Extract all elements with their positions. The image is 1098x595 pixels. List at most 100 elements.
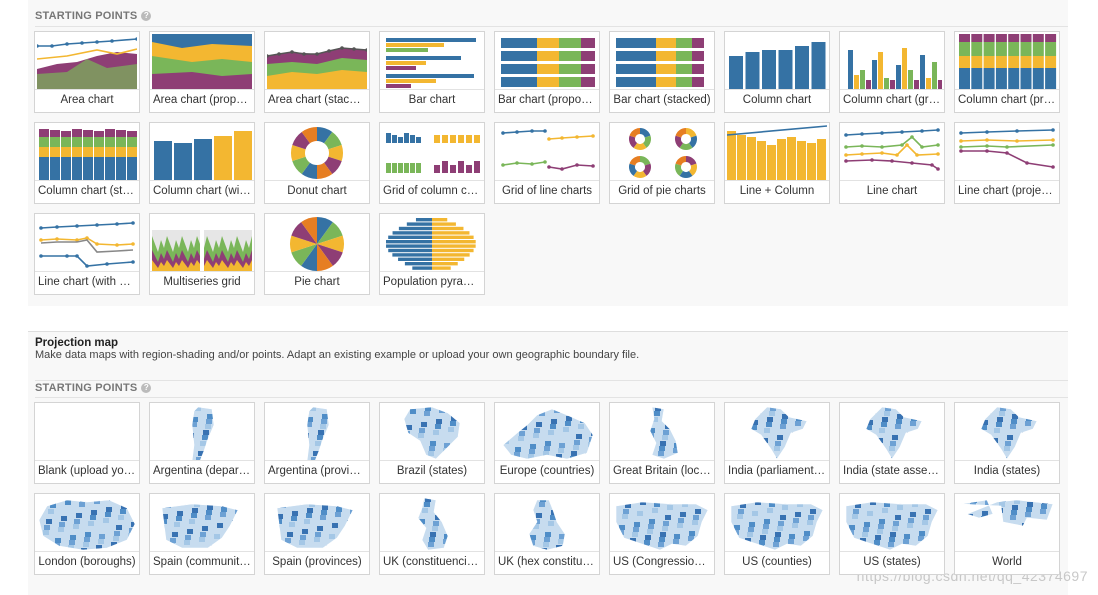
line-column-icon (727, 125, 827, 181)
grid-lines-icon (501, 129, 595, 171)
template-tile-grid-columns[interactable]: Grid of column charts (379, 122, 485, 204)
bar-stacked-icon (616, 38, 704, 87)
template-tile-label: Bar chart (stacked) (610, 89, 714, 112)
map-world-icon (960, 499, 1054, 527)
template-tile-label: Brazil (states) (380, 460, 484, 483)
template-tile-area-proportional[interactable]: Area chart (proportional) (149, 31, 255, 113)
template-tile-map-india[interactable]: India (state assembly constituencies) (839, 402, 945, 484)
area-stacked-icon (267, 46, 367, 90)
area-proportional-icon (152, 34, 252, 90)
template-tile-label: Multiseries grid (150, 271, 254, 294)
template-tile-map-us[interactable]: US (states) (839, 493, 945, 575)
column-chart-icon (729, 42, 826, 90)
template-tile-label: Spain (communities) (150, 551, 254, 574)
template-tile-line-chart[interactable]: Line chart (839, 122, 945, 204)
template-tile-grid-pies[interactable]: Grid of pie charts (609, 122, 715, 204)
template-tile-label: Line chart (with highlighting) (35, 271, 139, 294)
help-icon[interactable]: ? (141, 11, 152, 21)
divider (35, 397, 1068, 398)
map-uk-icon (417, 497, 449, 551)
template-tile-label: Line chart (projected) (955, 180, 1059, 203)
column-highlight-icon (154, 131, 252, 181)
template-tile-bar-chart[interactable]: Bar chart (379, 31, 485, 113)
template-tile-map-india[interactable]: India (parliamentary constituencies) (724, 402, 830, 484)
template-tile-blank-map[interactable]: Blank (upload your own) (34, 402, 140, 484)
template-tile-map-uk-hex[interactable]: UK (hex constituencies) (494, 493, 600, 575)
map-argentina-icon (306, 406, 330, 461)
column-stacked-icon (39, 129, 137, 181)
pie-chart-icon (290, 217, 344, 271)
line-highlight-icon (39, 221, 135, 268)
template-tile-area-stacked[interactable]: Area chart (stacked) (264, 31, 370, 113)
template-tile-pie-chart[interactable]: Pie chart (264, 213, 370, 295)
template-tile-line-projected[interactable]: Line chart (projected) (954, 122, 1060, 204)
template-tile-label: Grid of pie charts (610, 180, 714, 203)
map-argentina-icon (191, 406, 215, 461)
template-tile-label: Line + Column (725, 180, 829, 203)
template-tile-map-argentina[interactable]: Argentina (provinces) (264, 402, 370, 484)
template-tile-label: Grid of line charts (495, 180, 599, 203)
divider (35, 26, 1068, 27)
template-tile-label: UK (hex constituencies) (495, 551, 599, 574)
section-title: Projection map (35, 337, 119, 349)
area-chart-icon (37, 37, 137, 90)
template-tile-label: Great Britain (local authorities) (610, 460, 714, 483)
template-tile-column-stacked[interactable]: Column chart (stacked) (34, 122, 140, 204)
template-tile-map-us[interactable]: US (Congressional districts) (609, 493, 715, 575)
map-london-icon (38, 499, 136, 551)
template-tile-label: Pie chart (265, 271, 369, 294)
column-grouped-icon (848, 48, 942, 90)
template-tile-column-highlight[interactable]: Column chart (with highlighting) (149, 122, 255, 204)
population-pyramid-icon (386, 218, 476, 270)
bar-proportional-icon (501, 38, 595, 87)
bar-chart-icon (386, 38, 476, 88)
template-tile-map-spain[interactable]: Spain (communities) (149, 493, 255, 575)
template-tile-line-column[interactable]: Line + Column (724, 122, 830, 204)
template-tile-label: India (states) (955, 460, 1059, 483)
template-tile-line-highlight[interactable]: Line chart (with highlighting) (34, 213, 140, 295)
map-brazil-icon (403, 406, 461, 460)
map-india-icon (750, 406, 808, 460)
template-tile-label: Column chart (proportional) (955, 89, 1059, 112)
template-tile-map-world[interactable]: World (954, 493, 1060, 575)
map-us-icon (845, 501, 939, 551)
template-tile-bar-proportional[interactable]: Bar chart (proportional) (494, 31, 600, 113)
template-tile-population-pyramid[interactable]: Population pyramid (379, 213, 485, 295)
template-tile-label: UK (constituencies) (380, 551, 484, 574)
template-tile-bar-stacked[interactable]: Bar chart (stacked) (609, 31, 715, 113)
template-tile-map-britain[interactable]: Great Britain (local authorities) (609, 402, 715, 484)
template-tile-label: Europe (countries) (495, 460, 599, 483)
template-tile-label: US (counties) (725, 551, 829, 574)
multiseries-grid-icon (152, 230, 252, 272)
template-tile-column-proportional[interactable]: Column chart (proportional) (954, 31, 1060, 113)
template-tile-label: Area chart (35, 89, 139, 112)
template-tile-label: Bar chart (380, 89, 484, 112)
template-tile-label: Spain (provinces) (265, 551, 369, 574)
template-tile-map-uk[interactable]: UK (constituencies) (379, 493, 485, 575)
line-projected-icon (959, 128, 1055, 169)
map-india-icon (980, 406, 1038, 460)
template-tile-map-spain[interactable]: Spain (provinces) (264, 493, 370, 575)
donut-chart-icon (291, 127, 343, 179)
help-icon[interactable]: ? (141, 383, 152, 393)
template-tile-area-chart[interactable]: Area chart (34, 31, 140, 113)
template-tile-map-europe[interactable]: Europe (countries) (494, 402, 600, 484)
template-tile-label: London (boroughs) (35, 551, 139, 574)
template-tile-column-chart[interactable]: Column chart (724, 31, 830, 113)
template-tile-grid-lines[interactable]: Grid of line charts (494, 122, 600, 204)
grid-pies-icon (629, 128, 697, 178)
template-tile-label: Column chart (grouped) (840, 89, 944, 112)
template-tile-label: Column chart (725, 89, 829, 112)
template-tile-multiseries-grid[interactable]: Multiseries grid (149, 213, 255, 295)
template-tile-map-us[interactable]: US (counties) (724, 493, 830, 575)
template-tile-map-brazil[interactable]: Brazil (states) (379, 402, 485, 484)
map-spain-icon (276, 503, 354, 549)
template-tile-map-argentina[interactable]: Argentina (departments) (149, 402, 255, 484)
template-tile-label: India (parliamentary constituencies) (725, 460, 829, 483)
template-tile-column-grouped[interactable]: Column chart (grouped) (839, 31, 945, 113)
template-tile-donut-chart[interactable]: Donut chart (264, 122, 370, 204)
template-tile-map-india[interactable]: India (states) (954, 402, 1060, 484)
grid-columns-icon (386, 133, 480, 173)
section-description: Make data maps with region-shading and/o… (35, 349, 640, 361)
template-tile-map-london[interactable]: London (boroughs) (34, 493, 140, 575)
